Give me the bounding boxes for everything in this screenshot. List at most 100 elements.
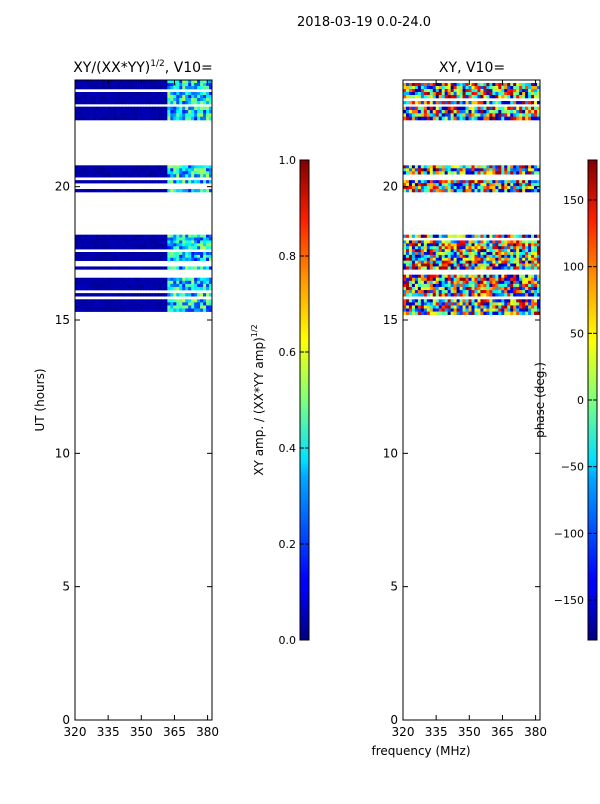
phase-heatmap-cell: [495, 180, 499, 184]
phase-heatmap-cell: [510, 311, 514, 315]
phase-heatmap-cell: [450, 257, 455, 261]
amp-heatmap-cell: [167, 98, 171, 102]
amp-heatmap-cell: [188, 234, 192, 238]
phase-heatmap-cell: [471, 302, 475, 306]
amp-heatmap-cell: [125, 106, 130, 111]
phase-heatmap-cell: [423, 290, 428, 294]
phase-heatmap-cell: [444, 234, 449, 238]
phase-heatmap-cell: [471, 101, 475, 105]
amp-heatmap-cell: [92, 116, 97, 121]
phase-heatmap-cell: [420, 260, 425, 264]
amp-heatmap-cell: [140, 189, 144, 193]
phase-heatmap-cell: [504, 83, 508, 87]
phase-heatmap-cell: [453, 286, 458, 291]
amp-heatmap-cell: [77, 95, 82, 99]
amp-heatmap-cell: [188, 237, 192, 241]
phase-heatmap-cell: [522, 113, 526, 117]
phase-heatmap-cell: [483, 277, 487, 282]
amp-heatmap-cell: [128, 113, 132, 117]
phase-heatmap-cell: [441, 86, 446, 90]
phase-heatmap-cell: [507, 89, 511, 93]
phase-heatmap-cell: [516, 101, 520, 105]
amp-heatmap-cell: [170, 293, 174, 297]
phase-heatmap-cell: [411, 263, 416, 267]
phase-heatmap-cell: [486, 260, 490, 264]
amp-title-suffix: , V10=: [165, 60, 213, 76]
phase-heatmap-cell: [435, 180, 440, 184]
amp-heatmap-cell: [158, 180, 162, 184]
amp-heatmap-cell: [98, 305, 103, 309]
amp-heatmap-cell: [167, 101, 171, 105]
amp-xtick-label: 320: [64, 725, 87, 739]
phase-heatmap-cell: [504, 86, 508, 90]
amp-heatmap-cell: [86, 257, 91, 261]
phase-heatmap-cell: [531, 274, 535, 279]
phase-heatmap-cell: [492, 92, 496, 96]
amp-heatmap-cell: [98, 113, 103, 117]
amp-heatmap-cell: [158, 171, 162, 175]
phase-heatmap-cell: [519, 92, 523, 96]
phase-heatmap-cell: [420, 234, 425, 238]
amp-heatmap-cell: [75, 302, 79, 306]
amp-heatmap-cell: [128, 95, 132, 99]
phase-heatmap-cell: [411, 110, 416, 114]
amp-heatmap-cell: [176, 86, 180, 90]
phase-heatmap-cell: [435, 83, 440, 87]
phase-heatmap-cell: [525, 293, 529, 297]
phase-heatmap-cell: [435, 299, 440, 303]
phase-heatmap-cell: [459, 263, 463, 267]
phase-heatmap-cell: [465, 286, 469, 291]
phase-heatmap-cell: [462, 302, 466, 306]
amp-heatmap-cell: [137, 113, 141, 117]
phase-heatmap-cell: [528, 165, 532, 169]
phase-heatmap-cell: [480, 243, 484, 247]
phase-heatmap-cell: [522, 171, 526, 175]
phase-heatmap-cell: [447, 260, 452, 264]
phase-heatmap-cell: [453, 106, 458, 111]
phase-heatmap-cell: [477, 274, 481, 279]
phase-heatmap-cell: [522, 89, 526, 93]
amp-heatmap-cell: [116, 246, 121, 250]
amp-heatmap-cell: [197, 80, 201, 84]
amp-heatmap-cell: [161, 116, 165, 121]
amp-heatmap-cell: [188, 286, 192, 291]
amp-heatmap-cell: [179, 254, 183, 259]
amp-heatmap-cell: [125, 240, 130, 244]
phase-heatmap-cell: [531, 106, 535, 111]
amp-heatmap-cell: [83, 95, 88, 99]
phase-heatmap-cell: [468, 277, 472, 282]
phase-heatmap-cell: [519, 89, 523, 93]
amp-heatmap-cell: [128, 106, 132, 111]
phase-heatmap-cell: [507, 286, 511, 291]
phase-heatmap-cell: [537, 243, 541, 247]
phase-heatmap-cell: [510, 246, 514, 250]
amp-heatmap-cell: [149, 106, 153, 111]
phase-heatmap-cell: [420, 106, 425, 111]
phase-heatmap-cell: [480, 113, 484, 117]
amp-heatmap-cell: [80, 280, 85, 285]
phase-heatmap-cell: [462, 311, 466, 315]
amp-heatmap-cell: [125, 110, 130, 114]
phase-heatmap-cell: [414, 260, 419, 264]
amp-heatmap-cell: [173, 92, 177, 96]
amp-heatmap-cell: [182, 168, 186, 172]
amp-heatmap-cell: [101, 168, 106, 172]
phase-heatmap-cell: [459, 186, 463, 190]
phase-heatmap-cell: [477, 290, 481, 294]
amp-heatmap-cell: [137, 277, 141, 282]
phase-heatmap-cell: [417, 293, 422, 297]
phase-heatmap-cell: [403, 116, 407, 121]
phase-heatmap-cell: [498, 240, 502, 244]
amp-heatmap-cell: [161, 302, 165, 306]
amp-heatmap-cell: [167, 257, 171, 261]
amp-heatmap-cell: [191, 168, 195, 172]
amp-heatmap-cell: [206, 110, 210, 114]
amp-heatmap-cell: [137, 280, 141, 285]
phase-heatmap-cell: [531, 260, 535, 264]
phase-heatmap-cell: [465, 95, 469, 99]
phase-heatmap-cell: [531, 240, 535, 244]
phase-heatmap-cell: [465, 299, 469, 303]
phase-heatmap-cell: [414, 308, 419, 312]
amp-heatmap-cell: [194, 308, 198, 312]
